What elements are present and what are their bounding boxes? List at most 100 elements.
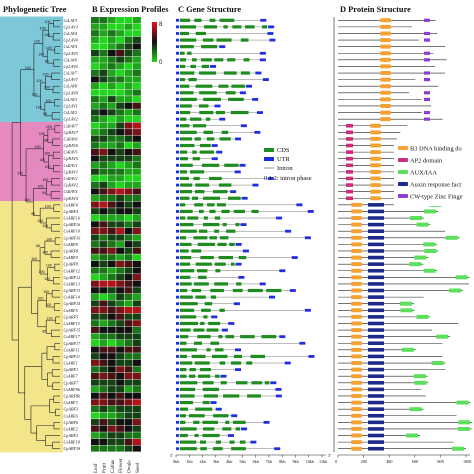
gene-utr [176,361,179,365]
gene-exon [199,440,207,444]
tree-leaf-label: CsARF3 [64,400,78,405]
heatmap-cell [99,96,108,103]
heatmap-cell [99,326,108,333]
heatmap-cell [133,76,141,83]
gene-utr [176,401,179,404]
heatmap-cell [116,109,125,116]
heatmap-cell [99,267,108,274]
gene-exon [180,368,187,372]
bootstrap-value: 100 [46,264,52,268]
heatmap-cell [107,432,116,439]
heatmap-cell [107,181,116,188]
gene-exon [210,295,217,299]
heatmap-cell [133,214,141,221]
domain-aux-iaa [416,314,429,319]
domain-aux-iaa [448,288,461,293]
heatmap-cell [124,76,133,83]
gene-exon [194,190,205,194]
tree-leaf-label: CpARF7 [64,380,80,385]
heatmap-cell [107,227,116,235]
heatmap-cell [99,129,108,136]
gene-exon [198,104,209,108]
gene-exon [261,335,277,339]
domain-b3 [351,433,362,438]
domain-b3 [380,44,391,49]
tree-leaf-label: CsRAV1 [64,163,78,168]
heatmap-cell [116,155,125,162]
heatmap-cell [91,175,99,182]
heatmap-cell [107,221,116,228]
bootstrap-value: 100 [37,219,43,223]
heatmap-cell [91,241,99,248]
bootstrap-value: 80 [45,59,49,63]
gene-exon [180,216,186,220]
heatmap-cell [91,386,99,393]
heatmap-cell [99,56,108,63]
heatmap-cell [91,148,99,156]
heatmap-cell [133,326,141,333]
heatmap-cell [116,346,125,353]
domain-auxin-response-factor [368,308,384,313]
heatmap-cell [133,333,141,340]
heatmap-cell [116,201,125,208]
tree-leaf-label: CsARF10 [64,229,81,234]
heatmap-cell [133,386,141,393]
tree-leaf-label: CsARF9 [64,255,79,260]
domain-auxin-response-factor [368,249,384,253]
heatmap-cell [91,168,99,175]
bootstrap-value: 100 [43,73,49,77]
gene-exon [231,262,235,266]
heatmap-cell [99,432,108,439]
domain-b3 [370,169,381,174]
heatmap-cell [133,339,141,347]
heatmap-cell [91,155,99,162]
tree-leaf-label: CpLAV8 [64,90,79,95]
tree-bootstrap-values: 1001001001008010010010010010010096100100… [17,20,53,334]
heatmap-cell [99,372,108,380]
domain-b3 [351,229,362,234]
heatmap-cell [116,267,125,274]
heatmap-cell [133,392,141,399]
heatmap-cell [124,353,133,360]
gene-exon [240,71,250,75]
heatmap-cell [133,122,141,129]
bootstrap-value: 100 [42,250,48,254]
gene-axis-tick-label: 11kb [319,459,327,464]
domain-b3 [351,216,362,221]
gene-utr [176,236,179,240]
heatmap-cell [133,23,141,30]
heatmap-cell [133,274,141,281]
domain-auxin-response-factor [368,222,384,227]
gene-exon [180,143,195,148]
domain-b3 [380,77,391,82]
heatmap-cell [107,109,116,116]
heatmap-cell [116,23,125,30]
heatmap-cell [107,162,116,169]
heatmap-cell [99,307,108,314]
gene-exon [203,130,214,134]
tissue-labels: Leaf Fruit Callus Flower Ovule Seed [92,458,141,473]
gene-utr [267,177,274,180]
domain-aux-iaa [423,268,436,273]
heatmap-cell [124,366,133,373]
gene-exon [202,420,218,424]
gene-utr [214,104,221,108]
gene-utr [238,275,245,279]
bootstrap-value: 100 [45,20,51,24]
gene-exon [228,196,241,200]
gene-exon [180,38,197,42]
gene-utr [291,256,298,259]
heatmap-cell [91,69,99,76]
gene-exon [180,335,189,339]
domain-b3 [351,347,362,352]
domain-b3 [351,242,362,247]
heatmap-cell [124,320,133,327]
heatmap-cell [116,280,125,287]
heatmap-cell [124,419,133,426]
heatmap-cell [99,214,108,221]
heatmap-cell [124,392,133,399]
heatmap-cell [99,122,108,129]
heatmap-cell [107,69,116,76]
bootstrap-value: 100 [45,303,51,307]
heatmap-cell [124,386,133,393]
